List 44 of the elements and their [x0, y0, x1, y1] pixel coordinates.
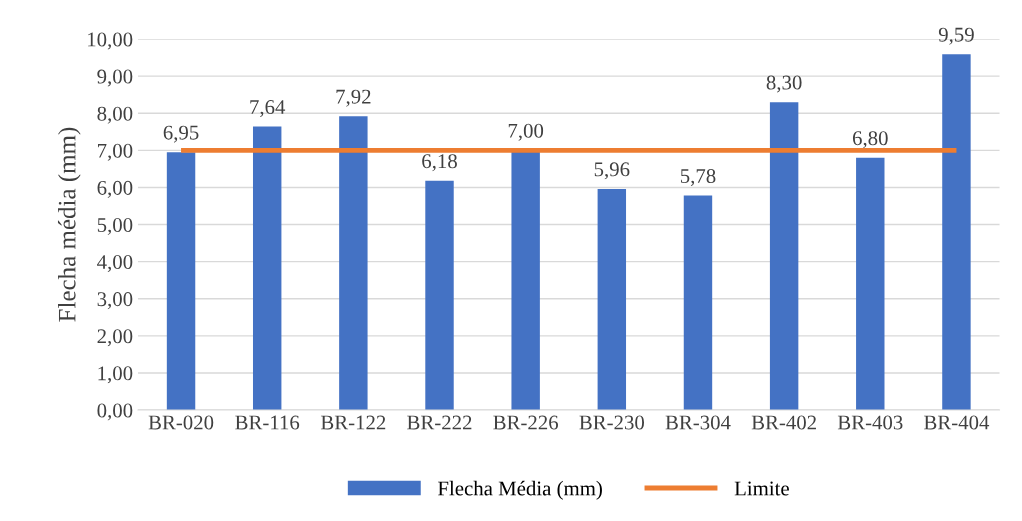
bar	[252, 126, 282, 411]
y-tick-label: 7,00	[98, 143, 133, 161]
bar	[425, 180, 454, 411]
x-tick-label: BR-116	[235, 415, 300, 430]
y-tick-label: 2,00	[97, 329, 133, 347]
x-tick-label: BR-402	[751, 415, 816, 430]
bar	[166, 152, 196, 411]
y-tick-label: 3,00	[97, 292, 133, 310]
bar	[511, 150, 540, 411]
bar	[597, 188, 627, 411]
y-tick-label: 8,00	[97, 106, 133, 124]
bar	[942, 54, 971, 411]
y-tick-label: 6,00	[97, 180, 133, 198]
legend-label: Flecha Média (mm)	[438, 480, 602, 500]
data-label: 9,59	[938, 27, 974, 45]
data-label: 6,95	[163, 125, 199, 143]
data-label: 8,30	[766, 75, 802, 93]
data-label: 7,00	[508, 123, 544, 141]
data-label: 5,78	[680, 168, 716, 187]
y-tick-label: 10,00	[88, 32, 133, 50]
y-axis-title: Flecha média (mm)	[57, 127, 81, 322]
y-tick-label: 5,00	[97, 217, 133, 235]
x-tick-label: BR-230	[579, 415, 645, 430]
y-tick-label: 4,00	[97, 255, 133, 273]
bar	[339, 116, 368, 411]
bar	[769, 102, 799, 411]
data-label: 6,18	[422, 154, 457, 172]
bar	[683, 195, 713, 411]
x-tick-label: BR-304	[665, 415, 731, 430]
legend-label: Limite	[734, 481, 789, 496]
data-label: 5,96	[594, 162, 630, 180]
x-tick-label: BR-404	[924, 415, 990, 430]
y-tick-label: 9,00	[97, 69, 133, 87]
data-label: 7,64	[250, 100, 286, 118]
bar	[856, 157, 885, 411]
data-label: 6,80	[852, 131, 888, 149]
data-label: 7,92	[336, 89, 371, 107]
x-tick-label: BR-403	[837, 415, 903, 430]
x-tick-label: BR-020	[148, 415, 214, 430]
y-tick-label: 0,00	[97, 403, 133, 421]
y-tick-label: 1,00	[98, 366, 133, 384]
x-tick-label: BR-226	[493, 415, 559, 430]
x-tick-label: BR-222	[407, 415, 472, 430]
x-tick-label: BR-122	[320, 415, 386, 430]
